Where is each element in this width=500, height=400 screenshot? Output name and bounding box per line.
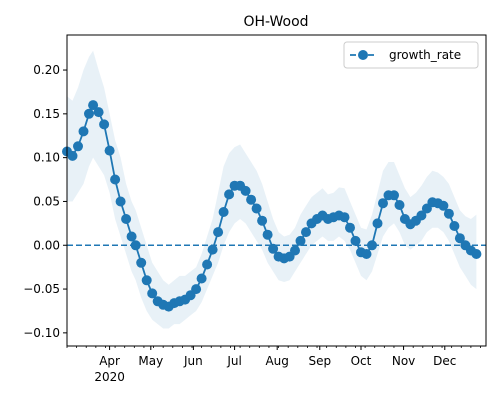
y-tick-label: 0.00 <box>33 238 60 252</box>
axes-frame <box>66 34 487 347</box>
x-tick-label: Apr <box>99 354 120 368</box>
data-point <box>126 231 137 242</box>
chart-title: OH-Wood <box>243 14 308 30</box>
data-point <box>67 150 78 161</box>
x-tick-label: May <box>138 354 163 368</box>
data-point <box>454 233 465 244</box>
data-point <box>438 200 449 211</box>
data-point <box>361 249 372 259</box>
x-tick-label: Oct <box>351 354 372 368</box>
data-point <box>389 190 399 201</box>
legend: growth_rate <box>343 41 479 69</box>
data-point <box>378 198 388 209</box>
data-point <box>141 275 152 286</box>
data-point <box>345 222 355 233</box>
confidence-band <box>67 50 477 329</box>
x-axis: Apr 2020 May Jun Jul Aug Sep Oct Nov Dec <box>66 346 481 384</box>
x-tick-year-label: 2020 <box>94 370 125 384</box>
y-tick-label: 0.05 <box>33 194 60 208</box>
x-tick-label: Nov <box>392 354 415 368</box>
y-tick-label: 0.10 <box>33 151 60 165</box>
plot-area <box>62 50 486 329</box>
data-point <box>350 235 361 246</box>
y-tick-label: −0.05 <box>23 282 60 296</box>
x-tick-label: Dec <box>433 354 456 368</box>
data-point <box>262 229 273 240</box>
data-point <box>84 108 94 119</box>
x-tick-label: Jul <box>226 354 241 368</box>
data-point <box>191 284 202 295</box>
data-point <box>73 141 83 152</box>
data-point <box>301 227 311 238</box>
legend-label: growth_rate <box>389 48 461 62</box>
data-point <box>246 194 257 205</box>
data-point <box>372 218 383 229</box>
data-point <box>443 208 454 219</box>
data-point <box>147 288 158 299</box>
data-point <box>268 243 279 254</box>
data-point <box>88 100 99 111</box>
data-point <box>207 244 218 255</box>
data-point <box>130 240 141 251</box>
data-point <box>339 212 350 223</box>
y-axis: 0.20 0.15 0.10 0.05 0.00 −0.05 −0.10 <box>23 63 67 340</box>
data-point <box>251 203 262 214</box>
data-point <box>224 189 235 200</box>
legend-box <box>343 41 479 69</box>
data-point <box>416 210 427 221</box>
data-point <box>202 259 213 270</box>
data-point <box>104 145 115 156</box>
data-point <box>449 221 460 231</box>
y-tick-label: 0.15 <box>33 107 60 121</box>
x-tick-label: Jun <box>183 354 203 368</box>
y-tick-label: 0.20 <box>33 63 60 77</box>
data-point <box>110 174 121 185</box>
data-point <box>240 185 251 196</box>
data-point <box>121 214 132 224</box>
data-point <box>471 249 482 259</box>
x-tick-label: Aug <box>265 354 288 368</box>
data-point <box>295 235 306 246</box>
x-tick-label: Sep <box>308 354 331 368</box>
legend-marker-sample <box>358 50 368 60</box>
data-point <box>367 240 377 251</box>
data-point <box>218 207 229 217</box>
data-point <box>115 196 126 207</box>
data-point <box>213 227 224 238</box>
data-point <box>290 245 300 256</box>
data-point <box>394 200 405 210</box>
y-tick-label: −0.10 <box>23 326 60 340</box>
data-point <box>93 107 104 118</box>
data-point <box>257 215 268 226</box>
data-point <box>196 273 207 284</box>
data-point <box>136 257 147 268</box>
data-point <box>78 126 89 137</box>
data-point <box>99 119 110 130</box>
